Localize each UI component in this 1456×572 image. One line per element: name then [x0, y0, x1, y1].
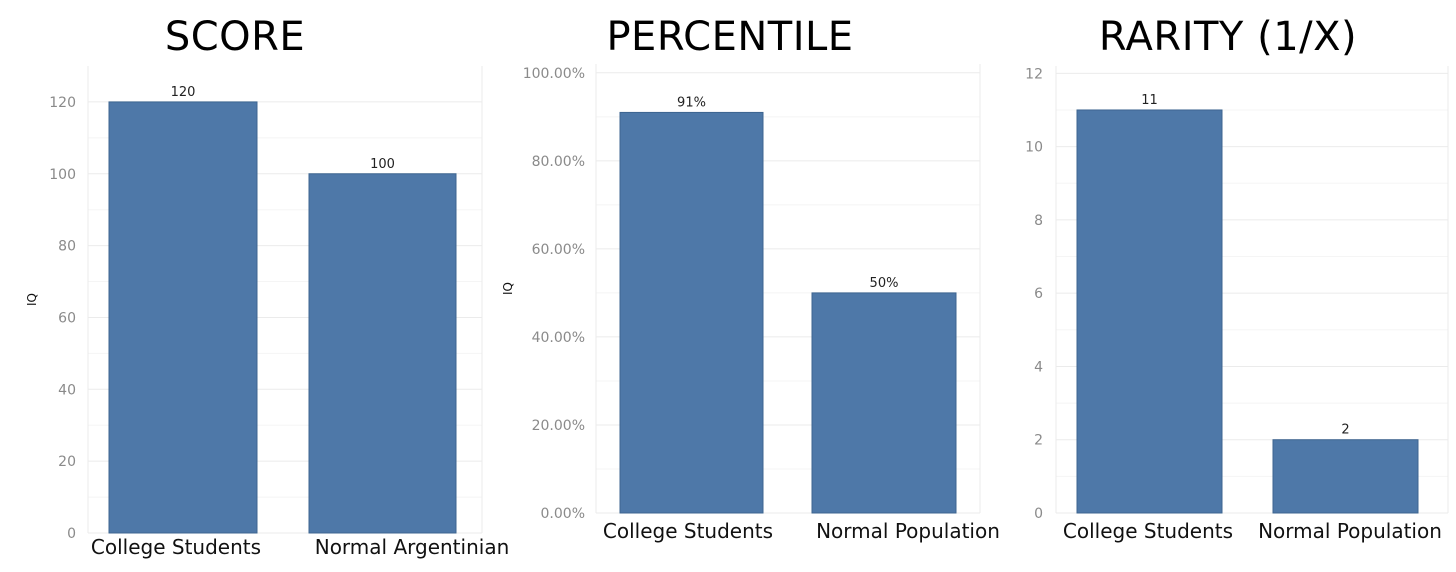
plot-area: 0.00% 20.00% 40.00% 60.00% 80.00% 100.00% IQ 91… — [501, 64, 1000, 543]
bar — [1076, 109, 1223, 514]
score-chart: SCORE 0 20 40 60 80 100 120 IQ 120 College Studen… — [0, 0, 509, 572]
chart-title: SCORE — [164, 14, 306, 60]
y-tick-label: 10 — [1025, 140, 1043, 156]
y-tick-label: 8 — [1034, 213, 1043, 229]
chart-title: PERCENTILE — [606, 14, 854, 60]
y-tick-label: 60 — [58, 310, 76, 326]
y-tick-label: 0.00% — [541, 506, 585, 522]
y-tick-label: 120 — [49, 95, 76, 111]
category-label: Normal Argentinian — [315, 535, 510, 559]
y-tick-label: 40 — [58, 382, 76, 398]
data-label: 50% — [870, 276, 899, 291]
bar — [308, 173, 457, 534]
score-chart-plot: 0 20 40 60 80 100 120 IQ 120 College Students 100 N… — [25, 66, 509, 559]
y-tick-label: 80 — [58, 239, 76, 255]
percentile-chart: PERCENTILE 0.00% 20.00% 40.00% 60.00% 80.00%… — [490, 0, 1000, 572]
data-label: 11 — [1141, 93, 1158, 108]
y-tick-label: 12 — [1025, 66, 1043, 82]
plot-area: 0 2 4 6 8 10 12 11 College Students 2 Normal Popul… — [1025, 66, 1449, 543]
y-tick-label: 20.00% — [532, 418, 585, 434]
bar — [619, 111, 764, 514]
y-tick-label: 4 — [1034, 359, 1043, 375]
percentile-chart-plot: 0.00% 20.00% 40.00% 60.00% 80.00% 100.00% IQ 91… — [501, 64, 1000, 543]
rarity-chart: RARITY (1/X) 0 2 4 6 8 10 12 11 College Students… — [990, 0, 1456, 572]
bar — [108, 101, 258, 534]
y-axis-label: IQ — [501, 282, 515, 295]
y-tick-label: 6 — [1034, 286, 1043, 302]
rarity-chart-plot: 0 2 4 6 8 10 12 11 College Students 2 Normal Popul… — [1025, 66, 1449, 543]
plot-area: 0 20 40 60 80 100 120 IQ 120 College Students 100 N… — [25, 66, 509, 559]
category-label: College Students — [1063, 519, 1233, 543]
y-tick-label: 60.00% — [532, 242, 585, 258]
y-tick-label: 40.00% — [532, 330, 585, 346]
y-tick-label: 0 — [67, 526, 76, 542]
y-tick-label: 20 — [58, 454, 76, 470]
y-axis-label: IQ — [25, 293, 39, 306]
y-tick-label: 2 — [1034, 433, 1043, 449]
data-label: 91% — [677, 95, 706, 110]
category-label: Normal Population — [1258, 519, 1442, 543]
data-label: 120 — [171, 85, 196, 100]
category-label: College Students — [603, 519, 773, 543]
category-label: College Students — [91, 535, 261, 559]
y-tick-label: 100 — [49, 167, 76, 183]
y-tick-label: 100.00% — [523, 66, 585, 82]
data-label: 2 — [1341, 423, 1349, 438]
y-tick-label: 80.00% — [532, 154, 585, 170]
bar — [1272, 439, 1419, 514]
chart-title: RARITY (1/X) — [1098, 14, 1358, 60]
y-tick-label: 0 — [1034, 506, 1043, 522]
category-label: Normal Population — [816, 519, 1000, 543]
bar — [811, 292, 957, 514]
data-label: 100 — [370, 157, 395, 172]
